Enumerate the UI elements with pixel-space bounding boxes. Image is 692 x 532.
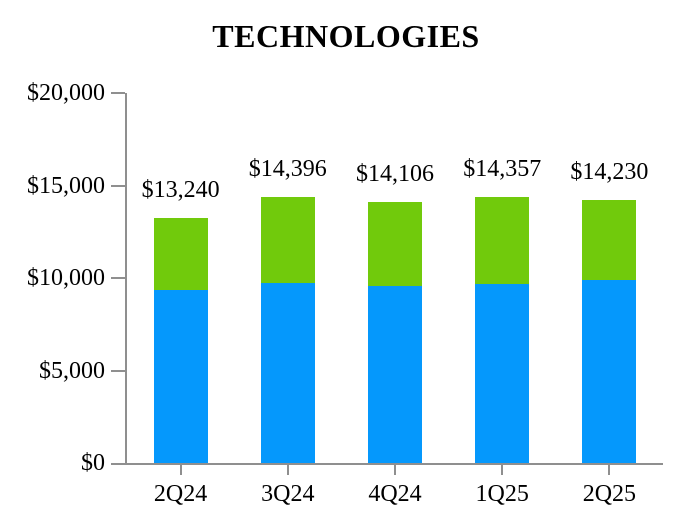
y-axis-tick (111, 184, 125, 187)
bar-segment-bottom-1Q25 (475, 283, 530, 463)
x-axis-line (111, 463, 663, 465)
x-axis-category-label-2Q24: 2Q24 (153, 481, 208, 507)
x-axis-category-label-3Q24: 3Q24 (261, 481, 315, 507)
y-axis-tick (111, 92, 125, 94)
x-axis-category-label-1Q25: 1Q25 (475, 481, 529, 507)
y-axis-tick (111, 369, 125, 372)
x-axis-tick (179, 465, 182, 475)
bar-total-label-2Q24: $13,240 (141, 177, 220, 204)
bar-segment-top-2Q24 (153, 218, 208, 290)
bar-total-label-2Q25: $14,230 (570, 158, 649, 185)
y-axis-tick (111, 463, 125, 465)
y-axis-tick (111, 277, 125, 279)
y-axis-tick-label: $10,000 (27, 265, 105, 291)
bar-total-label-4Q24: $14,106 (356, 161, 434, 188)
bar-total-label-3Q24: $14,396 (248, 155, 327, 182)
bar-segment-bottom-2Q25 (582, 280, 637, 463)
bar-segment-top-4Q24 (368, 202, 422, 286)
x-axis-tick (501, 465, 504, 475)
x-axis-tick (608, 465, 611, 475)
bar-segment-top-2Q25 (582, 199, 637, 281)
bar-segment-top-3Q24 (260, 196, 315, 283)
x-axis-category-label-2Q25: 2Q25 (582, 481, 637, 507)
y-axis-tick-label: $0 (81, 450, 105, 476)
y-axis-tick-label: $5,000 (39, 357, 105, 384)
bar-total-label-1Q25: $14,357 (463, 156, 542, 183)
y-axis-line (125, 93, 127, 465)
bar-segment-top-1Q25 (475, 197, 530, 284)
bar-segment-bottom-3Q24 (260, 282, 315, 463)
bar-segment-bottom-2Q24 (153, 290, 208, 463)
y-axis-tick-label: $20,000 (27, 80, 105, 106)
x-axis-category-label-4Q24: 4Q24 (368, 481, 422, 507)
bar-segment-bottom-4Q24 (368, 285, 422, 463)
x-axis-tick (394, 465, 396, 475)
x-axis-tick (286, 465, 289, 475)
chart-title: TECHNOLOGIES (212, 18, 480, 54)
y-axis-tick-label: $15,000 (27, 172, 105, 199)
